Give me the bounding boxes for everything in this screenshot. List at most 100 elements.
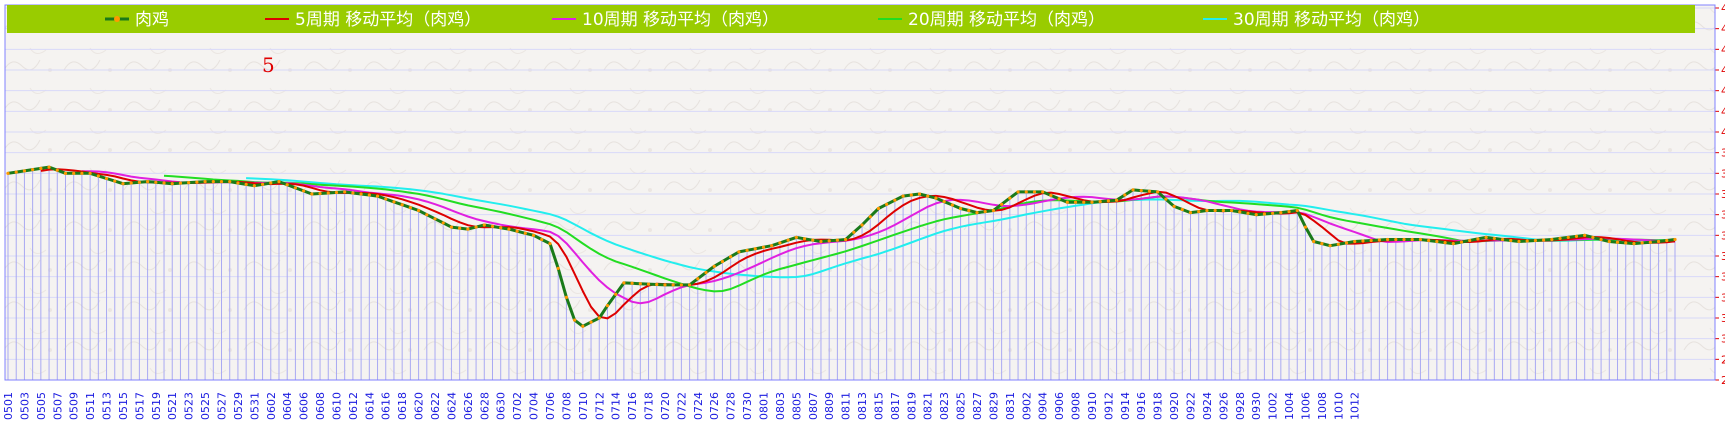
price-marker	[1632, 242, 1636, 246]
price-marker	[1320, 242, 1324, 246]
x-tick-label: 0908	[1070, 392, 1083, 420]
price-marker	[1550, 237, 1554, 242]
x-tick-label: 0628	[478, 392, 491, 420]
price-marker	[531, 233, 536, 237]
price-marker	[893, 198, 897, 202]
price-marker	[1303, 225, 1308, 229]
x-tick-label: 0728	[725, 392, 738, 420]
legend-label-0: 肉鸡	[135, 10, 169, 30]
x-tick-label: 0525	[199, 392, 212, 420]
price-marker	[1509, 238, 1513, 243]
price-marker	[983, 209, 987, 214]
price-marker	[400, 203, 404, 207]
price-marker	[121, 182, 125, 186]
price-marker	[564, 295, 569, 299]
x-tick-label: 0912	[1102, 392, 1115, 420]
price-marker	[958, 206, 963, 211]
price-marker	[1205, 208, 1209, 213]
legend-label-4: 30周期 移动平均（肉鸡）	[1233, 10, 1430, 30]
price-marker	[416, 208, 421, 213]
x-tick-label: 0916	[1135, 392, 1148, 420]
price-marker	[137, 180, 141, 184]
price-marker	[269, 181, 273, 185]
price-marker	[901, 194, 905, 198]
price-marker	[408, 206, 412, 210]
price-marker	[835, 238, 839, 242]
price-marker	[310, 192, 314, 196]
price-marker	[80, 171, 84, 175]
x-tick-label: 0910	[1086, 392, 1099, 420]
price-marker	[88, 171, 92, 175]
price-marker	[1640, 241, 1644, 245]
price-marker	[22, 169, 27, 173]
price-marker	[745, 248, 749, 252]
price-marker	[967, 208, 971, 213]
y-tick-label: 4.00	[1721, 126, 1725, 139]
y-tick-label: 3.10	[1721, 312, 1725, 325]
x-tick-label: 0831	[1004, 392, 1017, 420]
price-marker	[1057, 197, 1061, 201]
price-marker	[1369, 238, 1373, 243]
price-marker	[827, 239, 831, 243]
y-tick-label: 2.80	[1721, 374, 1725, 387]
x-tick-label: 0924	[1201, 392, 1214, 420]
price-marker	[548, 242, 552, 246]
x-tick-label: 0610	[330, 392, 343, 420]
price-marker	[1566, 235, 1570, 239]
price-marker	[1024, 190, 1028, 194]
price-marker	[876, 206, 881, 211]
price-marker	[605, 304, 610, 308]
price-marker	[1517, 239, 1521, 244]
price-marker	[704, 270, 708, 275]
price-marker	[351, 191, 355, 195]
price-marker	[1049, 193, 1053, 197]
price-marker	[1213, 208, 1217, 213]
x-tick-label: 0902	[1020, 392, 1033, 420]
x-tick-label: 0622	[429, 392, 442, 420]
price-marker	[1156, 190, 1160, 194]
x-tick-label: 0801	[757, 392, 770, 420]
price-marker	[433, 217, 437, 221]
x-tick-label: 0604	[281, 392, 294, 420]
x-tick-label: 0501	[2, 392, 15, 420]
price-marker	[638, 282, 642, 286]
price-marker	[466, 227, 470, 231]
y-tick-label: 4.50	[1721, 23, 1725, 36]
price-marker	[441, 221, 445, 225]
price-marker	[802, 237, 807, 241]
price-marker	[885, 202, 889, 206]
price-marker	[334, 190, 339, 195]
price-marker	[942, 199, 946, 204]
x-tick-label: 0708	[560, 392, 573, 420]
x-tick-label: 0926	[1217, 392, 1230, 420]
price-marker	[490, 224, 495, 228]
x-tick-label: 0724	[692, 392, 705, 420]
price-marker	[540, 237, 544, 242]
price-marker	[573, 318, 577, 322]
price-marker	[926, 194, 930, 198]
legend-label-1: 5周期 移动平均（肉鸡）	[295, 10, 481, 30]
price-marker	[129, 181, 133, 185]
price-marker	[523, 231, 527, 235]
price-marker	[1008, 196, 1012, 200]
price-marker	[63, 171, 68, 175]
price-marker	[909, 193, 913, 197]
x-tick-label: 0531	[248, 392, 261, 420]
x-tick-label: 0505	[35, 392, 48, 420]
price-marker	[1574, 234, 1579, 238]
x-tick-label: 0608	[314, 392, 327, 420]
price-marker	[1476, 237, 1480, 241]
price-marker	[794, 235, 798, 239]
x-tick-label: 0904	[1037, 392, 1050, 420]
price-marker	[260, 182, 265, 186]
ma30-line	[246, 177, 1675, 279]
price-marker	[687, 283, 692, 287]
x-tick-label: 0515	[117, 392, 130, 420]
x-tick-label: 0823	[938, 392, 951, 420]
price-marker	[860, 223, 864, 227]
price-marker	[359, 192, 363, 196]
x-tick-label: 0918	[1152, 392, 1165, 420]
price-marker	[679, 283, 683, 287]
y-tick-label: 4.60	[1721, 2, 1725, 15]
